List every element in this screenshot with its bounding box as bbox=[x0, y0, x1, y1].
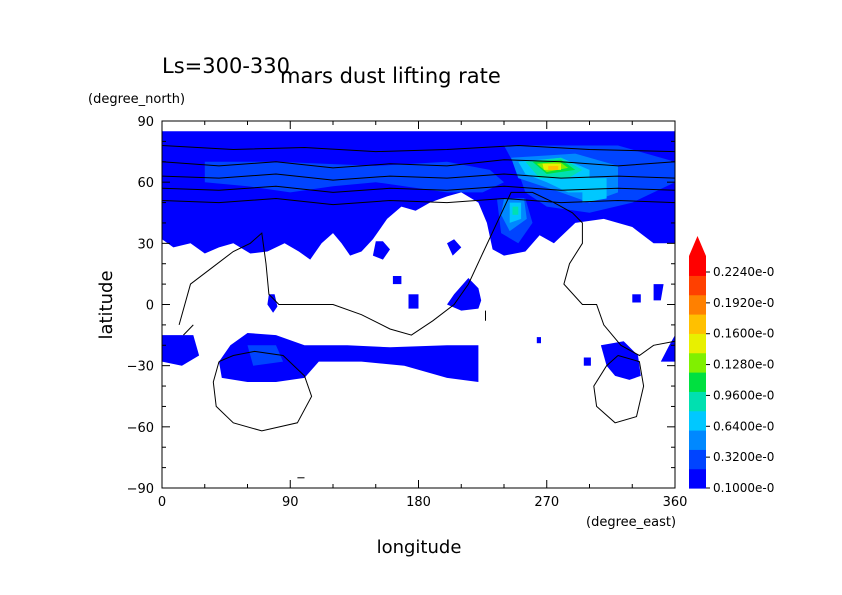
dust-region bbox=[582, 178, 607, 203]
colorbar-swatch bbox=[689, 333, 706, 354]
dust-region bbox=[653, 284, 664, 301]
y-tick-label: 0 bbox=[146, 299, 154, 314]
dust-region bbox=[536, 337, 541, 344]
topography-contours bbox=[161, 144, 676, 479]
colorbar-label: 0.6400e-0 bbox=[713, 419, 774, 433]
colorbar-swatch bbox=[689, 391, 706, 412]
dust-region bbox=[219, 333, 479, 382]
colorbar-label: 0.1000e-0 bbox=[713, 481, 774, 495]
colorbar-label: 0.9600e-0 bbox=[713, 388, 774, 402]
dust-region bbox=[447, 239, 462, 256]
dust-region bbox=[267, 294, 278, 313]
x-tick-label: 90 bbox=[282, 495, 299, 510]
y-tick-label: 90 bbox=[137, 115, 154, 130]
colorbar-swatch bbox=[689, 275, 706, 296]
contour-line bbox=[178, 191, 676, 357]
plot-axes: 0 90 180 270 360 −90 −60 −30 0 30 60 90 bbox=[127, 115, 688, 510]
colorbar-swatch bbox=[689, 372, 706, 392]
contour-line bbox=[161, 185, 676, 193]
x-tick-label: 180 bbox=[406, 495, 431, 510]
dust-region bbox=[548, 165, 559, 170]
colorbar-swatch bbox=[689, 468, 706, 489]
x-tick-label: 360 bbox=[663, 495, 688, 510]
y-tick-label: 30 bbox=[137, 237, 154, 252]
dust-region bbox=[247, 345, 284, 366]
colorbar-swatch bbox=[689, 352, 706, 373]
dust-region bbox=[583, 357, 591, 366]
dust-region bbox=[632, 294, 641, 303]
dust-region bbox=[372, 241, 390, 260]
colorbar-label: 0.1920e-0 bbox=[713, 296, 774, 310]
dust-region bbox=[512, 206, 519, 215]
contour-line bbox=[593, 355, 645, 424]
colorbar-label: 0.3200e-0 bbox=[713, 450, 774, 464]
colorbar-swatch bbox=[689, 314, 706, 334]
y-axis-label: latitude bbox=[96, 270, 117, 339]
chart-title: mars dust lifting rate bbox=[280, 64, 501, 88]
x-units-label: (degree_east) bbox=[586, 515, 676, 530]
y-tick-label: −60 bbox=[127, 421, 154, 436]
contour-line bbox=[161, 173, 676, 181]
contour-line bbox=[161, 197, 676, 206]
x-axis-label: longitude bbox=[377, 537, 462, 558]
contour-line bbox=[161, 159, 676, 169]
contour-line bbox=[161, 144, 676, 153]
y-units-label: (degree_north) bbox=[88, 92, 185, 107]
y-tick-label: −30 bbox=[127, 360, 154, 375]
colorbar-label: 0.1600e-0 bbox=[713, 327, 774, 341]
y-tick-label: 60 bbox=[137, 176, 154, 191]
y-tick-label: −90 bbox=[127, 482, 154, 497]
colorbar: 0.1000e-0 0.3200e-0 0.6400e-0 0.9600e-0 0.12… bbox=[689, 236, 774, 495]
dust-region bbox=[408, 294, 419, 309]
x-tick-label: 0 bbox=[158, 495, 166, 510]
dust-region bbox=[162, 335, 200, 366]
dust-region bbox=[204, 161, 505, 193]
colorbar-label: 0.2240e-0 bbox=[713, 265, 774, 279]
dust-region bbox=[392, 276, 402, 285]
colorbar-swatch bbox=[689, 410, 706, 431]
contour-line bbox=[183, 324, 194, 336]
x-tick-label: 270 bbox=[534, 495, 559, 510]
chart-subtitle: Ls=300-330 bbox=[162, 54, 290, 78]
colorbar-swatch bbox=[689, 430, 706, 450]
colorbar-label: 0.1280e-0 bbox=[713, 358, 774, 372]
colorbar-swatch bbox=[689, 256, 706, 276]
colorbar-swatch bbox=[689, 294, 706, 315]
dust-rate-fills bbox=[162, 121, 675, 488]
colorbar-swatch bbox=[689, 449, 706, 470]
contour-line bbox=[212, 350, 313, 432]
colorbar-extend-arrow bbox=[689, 236, 706, 256]
